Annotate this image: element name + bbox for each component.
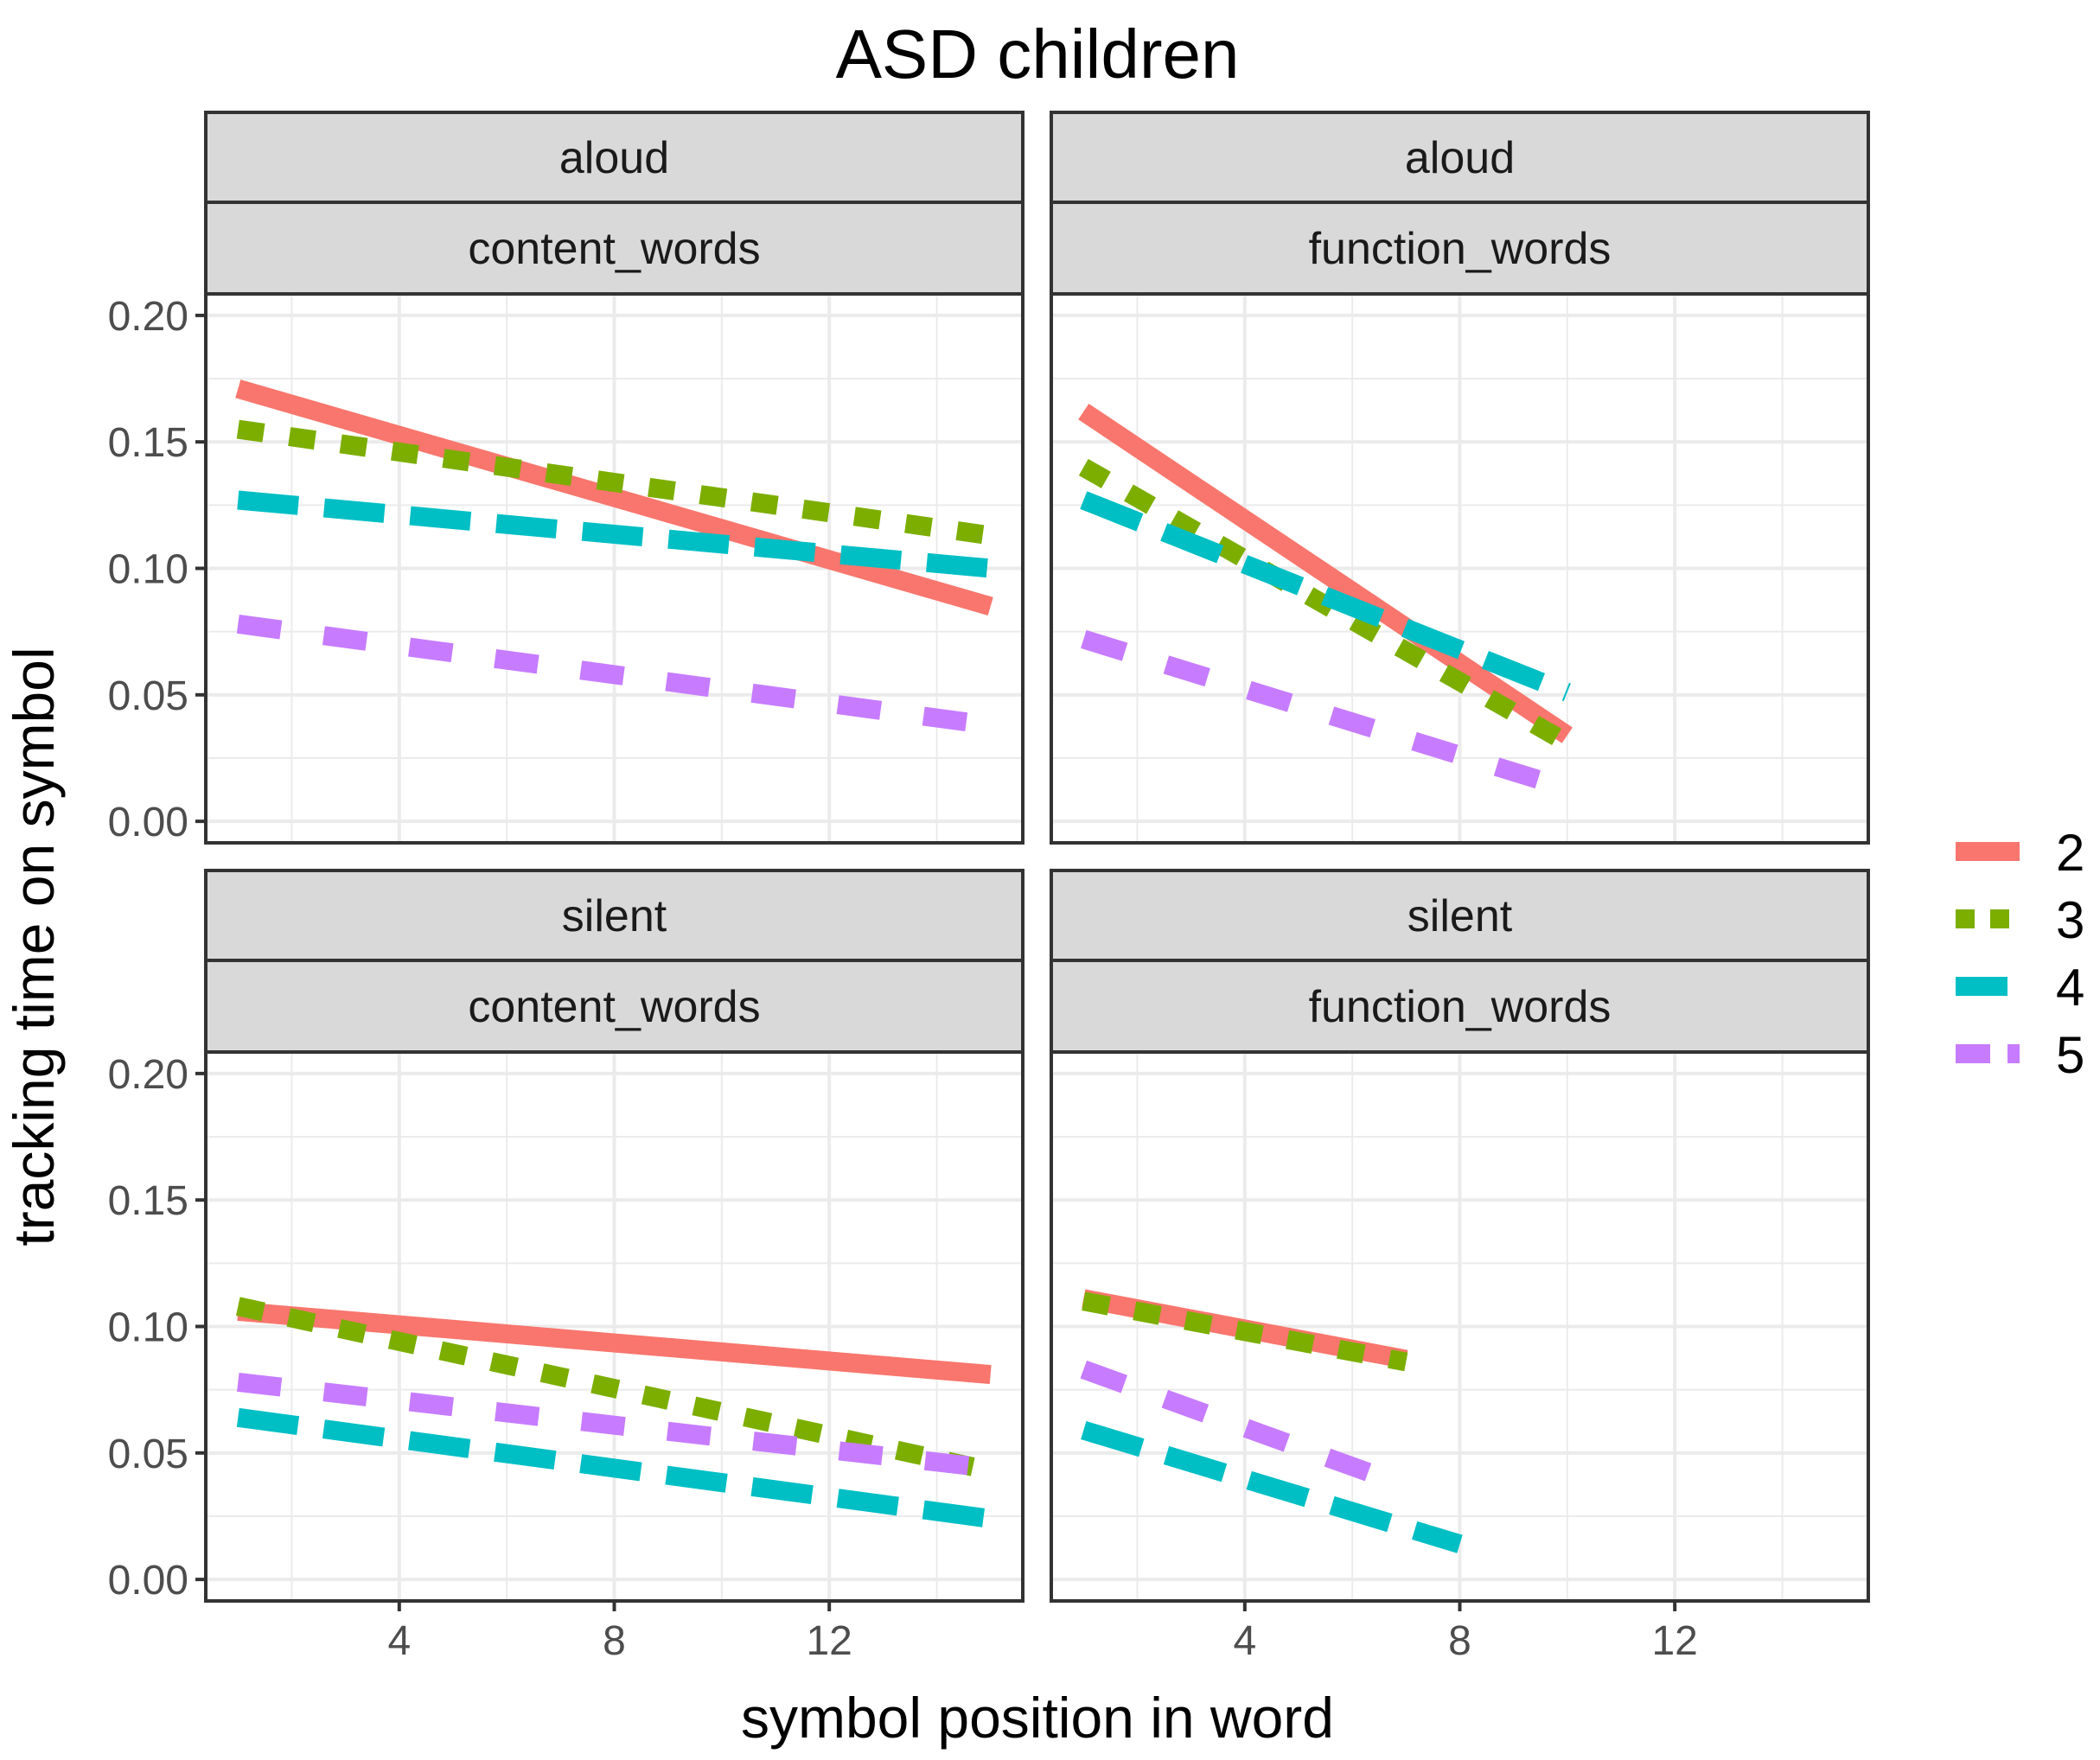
y-tick-label: 0.15 bbox=[108, 1178, 188, 1224]
series-line-3 bbox=[1082, 1291, 1408, 1372]
panel-aloud-content_words: aloud content_words 0.00 0.05 0.10 0.15 0.20 bbox=[108, 111, 1024, 845]
legend-item-5: 5 bbox=[1956, 1026, 2084, 1084]
facet-label-word-type: function_words bbox=[1309, 982, 1612, 1032]
facet-label-word-type: function_words bbox=[1309, 224, 1612, 274]
series-line-4 bbox=[236, 1407, 993, 1528]
y-tick-label: 0.05 bbox=[108, 673, 188, 719]
series-line-4 bbox=[1080, 491, 1571, 702]
chart-title: ASD children bbox=[836, 16, 1240, 92]
series-line-5 bbox=[236, 614, 993, 735]
legend: 2 3 4 5 bbox=[1956, 824, 2084, 1084]
legend-label-5: 5 bbox=[2056, 1026, 2084, 1084]
x-tick-label: 8 bbox=[603, 1618, 626, 1664]
legend-label-3: 3 bbox=[2056, 891, 2084, 949]
panel-aloud-function_words: aloud function_words bbox=[1050, 111, 1870, 845]
facet-label-mode: aloud bbox=[559, 133, 669, 183]
panel-silent-content_words: silent content_words 0.00 0.05 0.10 0.15 0.20 4… bbox=[108, 869, 1024, 1664]
x-axis-title: symbol position in word bbox=[741, 1686, 1334, 1750]
series-line-5 bbox=[237, 1372, 992, 1478]
y-tick-label: 0.15 bbox=[108, 420, 188, 466]
facet-label-word-type: content_words bbox=[468, 982, 760, 1032]
y-tick-label: 0.10 bbox=[108, 547, 188, 593]
facet-strip-mode bbox=[204, 111, 1024, 204]
facet-strip-word-type bbox=[204, 959, 1024, 1054]
series-line-3 bbox=[236, 419, 993, 545]
facet-strip-word-type bbox=[204, 201, 1024, 296]
series-line-3 bbox=[235, 1297, 993, 1481]
x-tick-label: 12 bbox=[806, 1618, 852, 1664]
legend-label-4: 4 bbox=[2056, 959, 2084, 1017]
facet-label-word-type: content_words bbox=[468, 224, 760, 274]
facet-strip-word-type bbox=[1050, 201, 1870, 296]
legend-item-3: 3 bbox=[1956, 891, 2084, 949]
x-tick-label: 8 bbox=[1448, 1618, 1471, 1664]
series-line-2 bbox=[1078, 403, 1573, 743]
y-tick-label: 0.20 bbox=[108, 294, 188, 340]
y-tick-label: 0.05 bbox=[108, 1432, 188, 1477]
x-tick-label: 12 bbox=[1651, 1618, 1697, 1664]
series-line-5 bbox=[1080, 1360, 1410, 1495]
facet-strip-word-type bbox=[1050, 959, 1870, 1054]
x-tick-label: 4 bbox=[1233, 1618, 1256, 1664]
y-axis-title: tracking time on symbol bbox=[2, 647, 66, 1246]
x-tick-label: 4 bbox=[387, 1618, 411, 1664]
series-line-2 bbox=[235, 379, 993, 615]
y-tick-label: 0.20 bbox=[108, 1052, 188, 1098]
series-line-4 bbox=[237, 490, 992, 578]
facet-strip-mode bbox=[204, 869, 1024, 962]
y-tick-label: 0.00 bbox=[108, 1558, 188, 1604]
facet-label-mode: aloud bbox=[1405, 133, 1515, 183]
y-tick-label: 0.00 bbox=[108, 800, 188, 845]
legend-item-2: 2 bbox=[1956, 824, 2084, 882]
facet-label-mode: silent bbox=[562, 891, 667, 941]
facet-label-mode: silent bbox=[1407, 891, 1513, 941]
y-tick-label: 0.10 bbox=[108, 1305, 188, 1351]
series-line-2 bbox=[237, 1301, 992, 1385]
panel-silent-function_words: silent function_words 4 8 12 bbox=[1050, 869, 1870, 1664]
legend-label-2: 2 bbox=[2056, 824, 2084, 882]
legend-item-4: 4 bbox=[1956, 959, 2084, 1017]
series-line-4 bbox=[1081, 1420, 1463, 1553]
